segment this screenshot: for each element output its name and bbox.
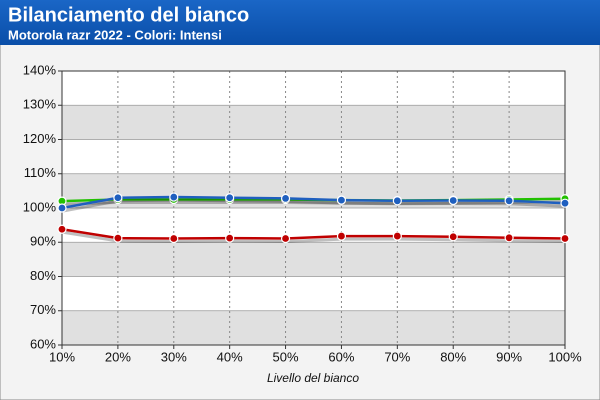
data-point xyxy=(504,233,514,243)
data-point xyxy=(113,233,123,243)
y-tick-label: 130% xyxy=(23,97,57,112)
data-point xyxy=(560,198,570,208)
series-line xyxy=(61,195,566,210)
grid-band xyxy=(62,105,565,140)
x-tick-label: 100% xyxy=(548,349,582,364)
x-tick-label: 10% xyxy=(49,349,75,364)
data-point xyxy=(336,195,347,205)
y-tick-label: 90% xyxy=(30,234,56,249)
data-point xyxy=(57,224,67,234)
x-tick-label: 20% xyxy=(105,349,131,364)
x-tick-label: 60% xyxy=(328,349,354,364)
series-line-shadow xyxy=(62,198,567,213)
data-point xyxy=(113,193,123,203)
data-point xyxy=(392,231,402,241)
y-tick-label: 120% xyxy=(23,131,57,146)
data-point xyxy=(169,233,179,244)
series-line-shadow xyxy=(62,200,567,206)
data-point xyxy=(280,233,291,244)
x-tick-label: 70% xyxy=(384,349,410,364)
data-point xyxy=(504,196,514,206)
y-tick-label: 70% xyxy=(30,302,56,317)
data-point xyxy=(448,195,458,206)
grid-band xyxy=(62,242,565,277)
grid-band xyxy=(62,173,565,208)
grid-band xyxy=(62,310,565,345)
data-point xyxy=(225,193,235,203)
data-point xyxy=(225,233,235,243)
y-tick-label: 100% xyxy=(23,199,57,214)
data-point xyxy=(57,203,67,213)
data-point xyxy=(448,232,458,242)
y-tick-label: 140% xyxy=(23,62,57,77)
data-point xyxy=(560,233,570,244)
x-tick-label: 80% xyxy=(440,349,466,364)
data-point xyxy=(336,231,347,241)
header xyxy=(0,0,600,45)
data-point xyxy=(169,192,179,202)
chart-subtitle: Motorola razr 2022 - Colori: Intensi xyxy=(8,27,222,42)
series-line xyxy=(61,228,566,240)
y-tick-label: 110% xyxy=(24,165,57,180)
data-point xyxy=(280,193,291,204)
y-tick-label: 60% xyxy=(30,336,56,351)
x-tick-label: 90% xyxy=(496,349,522,364)
x-tick-label: 30% xyxy=(161,349,187,364)
chart-title: Bilanciamento del bianco xyxy=(8,4,249,26)
data-point xyxy=(392,196,402,206)
series-line-shadow xyxy=(62,230,567,243)
x-tick-label: 40% xyxy=(217,349,243,364)
y-tick-label: 80% xyxy=(30,268,56,283)
x-tick-label: 50% xyxy=(273,349,299,364)
x-axis-label: Livello del bianco xyxy=(267,371,359,385)
